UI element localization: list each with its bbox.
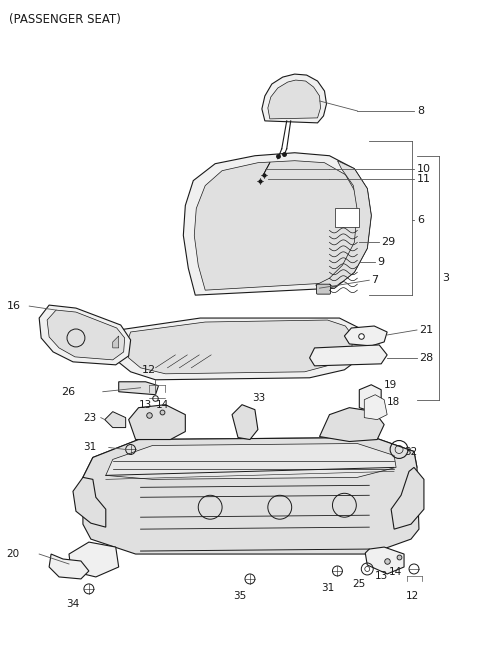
Text: 20: 20 <box>6 549 20 559</box>
FancyBboxPatch shape <box>316 284 330 294</box>
Polygon shape <box>232 405 258 440</box>
Text: 28: 28 <box>419 353 433 363</box>
Polygon shape <box>391 468 424 529</box>
Text: 25: 25 <box>353 579 366 589</box>
Polygon shape <box>315 161 371 288</box>
Text: 10: 10 <box>417 164 431 174</box>
Polygon shape <box>310 345 387 366</box>
Polygon shape <box>73 478 106 527</box>
Polygon shape <box>105 412 126 428</box>
Polygon shape <box>320 407 384 441</box>
Text: 12: 12 <box>406 591 419 601</box>
Polygon shape <box>113 318 367 380</box>
Text: 9: 9 <box>377 257 384 267</box>
Polygon shape <box>126 320 353 374</box>
Text: 11: 11 <box>417 174 431 184</box>
Polygon shape <box>268 80 321 119</box>
Text: 32: 32 <box>404 447 417 457</box>
Text: 13: 13 <box>374 571 388 581</box>
Text: 31: 31 <box>83 443 96 453</box>
Text: 34: 34 <box>66 599 80 609</box>
Text: 23: 23 <box>83 413 96 422</box>
Text: 12: 12 <box>142 365 156 375</box>
Polygon shape <box>364 395 387 420</box>
Text: 14: 14 <box>156 400 169 410</box>
Text: 8: 8 <box>417 106 424 116</box>
Text: 16: 16 <box>6 301 20 311</box>
Text: 7: 7 <box>371 276 378 285</box>
Polygon shape <box>49 554 89 579</box>
Polygon shape <box>183 153 371 295</box>
Polygon shape <box>113 336 119 348</box>
Polygon shape <box>83 438 417 482</box>
Text: 19: 19 <box>384 380 397 390</box>
Polygon shape <box>106 443 396 480</box>
Polygon shape <box>69 542 119 577</box>
Text: 29: 29 <box>381 237 396 247</box>
Polygon shape <box>83 438 419 554</box>
Text: 3: 3 <box>442 273 449 283</box>
Text: 21: 21 <box>419 325 433 335</box>
Polygon shape <box>365 547 404 574</box>
Text: 14: 14 <box>388 567 402 577</box>
Text: 33: 33 <box>252 393 265 403</box>
Text: 26: 26 <box>61 387 75 397</box>
Polygon shape <box>129 405 185 440</box>
Polygon shape <box>360 385 381 412</box>
Polygon shape <box>47 310 125 360</box>
Text: 6: 6 <box>417 215 424 226</box>
Text: 13: 13 <box>139 400 152 410</box>
Text: 31: 31 <box>321 583 334 593</box>
Polygon shape <box>344 326 387 346</box>
Polygon shape <box>262 74 326 123</box>
Polygon shape <box>194 161 360 290</box>
Text: 18: 18 <box>387 397 400 407</box>
Polygon shape <box>39 305 131 365</box>
FancyBboxPatch shape <box>336 207 360 228</box>
Polygon shape <box>119 382 158 395</box>
Text: (PASSENGER SEAT): (PASSENGER SEAT) <box>9 13 121 26</box>
Text: 35: 35 <box>233 591 247 601</box>
